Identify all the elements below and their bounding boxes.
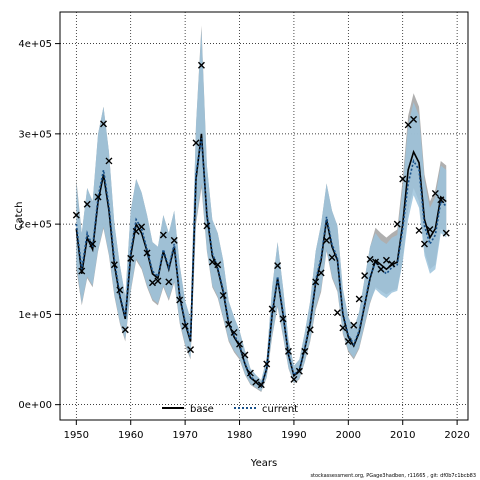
observed-point	[100, 120, 108, 128]
observed-point	[350, 321, 358, 329]
observed-point	[176, 296, 184, 304]
observed-point	[339, 324, 347, 332]
observed-point	[116, 286, 124, 294]
observed-point	[110, 261, 118, 269]
x-axis-title: Years	[250, 458, 277, 469]
observed-point	[361, 272, 369, 280]
x-axis-ticks: 1950 1960 1970 1980 1990 2000 2010 2020	[64, 420, 470, 441]
y-tick-label: 0e+00	[18, 400, 52, 411]
legend: base current	[162, 404, 298, 415]
observed-point	[372, 258, 380, 266]
x-tick-label: 1990	[281, 430, 306, 441]
y-tick-label: 2e+05	[18, 220, 52, 231]
observed-point	[284, 347, 292, 355]
observed-point	[192, 139, 200, 147]
observed-point	[404, 121, 412, 129]
observed-point	[105, 157, 113, 165]
observed-point	[252, 378, 260, 386]
plot-frame	[59, 11, 469, 421]
observed-point	[154, 277, 162, 285]
observed-point	[274, 262, 282, 270]
observed-point	[279, 315, 287, 323]
observed-point	[138, 223, 146, 231]
observed-point	[442, 229, 450, 237]
observed-point	[323, 236, 331, 244]
legend-label-current: current	[262, 404, 298, 415]
observed-point	[263, 360, 271, 368]
observed-point	[181, 322, 189, 330]
observed-point	[94, 193, 102, 201]
observed-point	[399, 175, 407, 183]
band-base	[76, 25, 447, 393]
observed-point	[431, 189, 439, 197]
observed-point	[159, 231, 167, 239]
observed-point	[437, 196, 445, 204]
observed-point	[306, 326, 314, 334]
observed-point	[121, 326, 129, 334]
x-tick-label: 2000	[336, 430, 361, 441]
observed-point	[89, 240, 97, 248]
observed-point	[328, 254, 336, 262]
observed-point	[312, 278, 320, 286]
observed-point	[197, 61, 205, 69]
observed-point	[426, 226, 434, 234]
observed-point	[366, 255, 374, 263]
observed-markers	[72, 61, 450, 389]
y-axis-ticks: 0e+00 1e+05 2e+05 3e+05 4e+05	[18, 39, 60, 411]
y-tick-label: 4e+05	[18, 39, 52, 50]
observed-point	[257, 381, 265, 389]
confidence-bands	[76, 25, 447, 393]
observed-point	[333, 309, 341, 317]
observed-point	[377, 265, 385, 273]
observed-point	[203, 222, 211, 230]
y-tick-label: 3e+05	[18, 129, 52, 140]
observed-point	[241, 351, 249, 359]
observed-point	[295, 367, 303, 375]
observed-point	[127, 254, 135, 262]
observed-point	[78, 267, 86, 275]
observed-point	[382, 256, 390, 264]
observed-point	[420, 240, 428, 248]
observed-point	[344, 337, 352, 345]
x-tick-label: 1980	[227, 430, 252, 441]
x-tick-label: 1960	[118, 430, 143, 441]
observed-point	[230, 328, 238, 336]
x-tick-label: 1950	[64, 430, 89, 441]
observed-point	[246, 369, 254, 377]
observed-point	[214, 261, 222, 269]
band-current	[76, 30, 447, 392]
observed-point	[225, 320, 233, 328]
y-tick-label: 1e+05	[18, 310, 52, 321]
x-tick-label: 1970	[172, 430, 197, 441]
observed-point	[355, 295, 363, 303]
observed-point	[268, 305, 276, 313]
x-tick-label: 2020	[444, 430, 469, 441]
observed-point	[236, 340, 244, 348]
observed-point	[170, 236, 178, 244]
y-axis-title: Catch	[14, 202, 25, 231]
observed-point	[317, 269, 325, 277]
observed-point	[148, 279, 156, 287]
observed-point	[187, 346, 195, 354]
observed-point	[393, 220, 401, 228]
observed-point	[208, 258, 216, 266]
observed-point	[143, 249, 151, 257]
observed-point	[290, 375, 298, 383]
x-tick-label: 2010	[390, 430, 415, 441]
observed-point	[72, 211, 80, 219]
observed-point	[301, 347, 309, 355]
observed-point	[410, 115, 418, 123]
observed-point	[415, 226, 423, 234]
observed-point	[388, 260, 396, 268]
legend-label-base: base	[190, 404, 214, 415]
observed-point	[83, 200, 91, 208]
observed-point	[165, 278, 173, 286]
observed-point	[219, 291, 227, 299]
footnote: stockassessment.org, PGage3hadben, r1166…	[310, 473, 476, 479]
